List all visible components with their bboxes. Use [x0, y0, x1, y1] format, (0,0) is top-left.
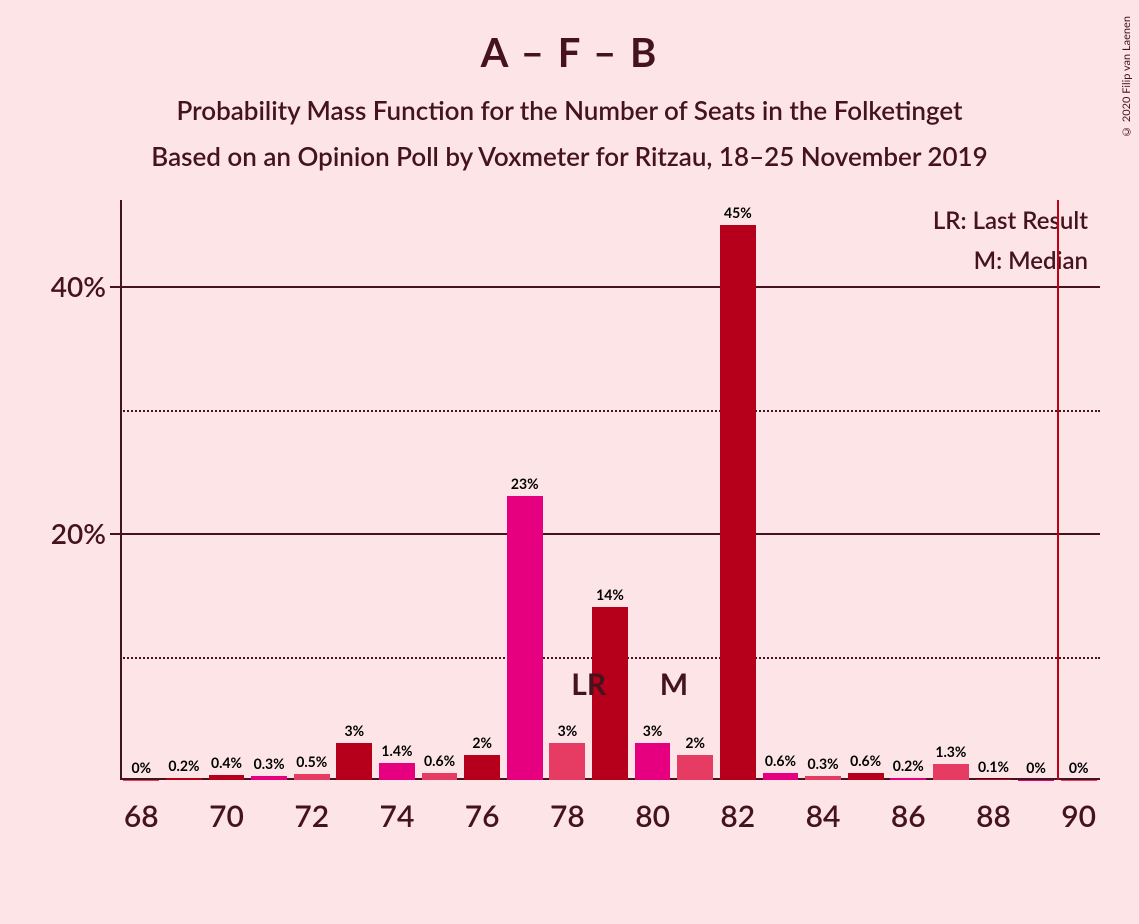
bar-value-label: 0.2% [893, 757, 924, 778]
bar: 0.6% [422, 773, 458, 780]
bar: 0.3% [805, 776, 841, 780]
x-axis-label: 88 [976, 780, 1011, 834]
x-axis-label: 72 [294, 780, 329, 834]
marker-m: M [660, 666, 688, 702]
bar-value-label: 3% [558, 722, 578, 743]
copyright-text: © 2020 Filip van Laenen [1120, 16, 1133, 138]
x-axis-label: 80 [635, 780, 670, 834]
gridline-major [120, 533, 1100, 535]
bar-value-label: 0% [1026, 759, 1046, 780]
gridline-minor [120, 410, 1100, 412]
x-axis-label: 74 [380, 780, 415, 834]
legend-lr: LR: Last Result [933, 206, 1088, 235]
x-axis-label: 90 [1061, 780, 1096, 834]
chart-subtitle-1: Probability Mass Function for the Number… [0, 76, 1139, 126]
bar-value-label: 0.6% [850, 752, 881, 773]
bar: 45% [720, 225, 756, 780]
bar-value-label: 2% [685, 734, 705, 755]
x-axis-label: 76 [465, 780, 500, 834]
bar: 0.1% [976, 779, 1012, 780]
bar: 0% [123, 780, 159, 781]
x-axis-label: 70 [209, 780, 244, 834]
x-axis-label: 68 [124, 780, 159, 834]
chart-subtitle-2: Based on an Opinion Poll by Voxmeter for… [0, 126, 1139, 172]
bar: 0.6% [763, 773, 799, 780]
bar: 3% [549, 743, 585, 780]
legend-m: M: Median [974, 246, 1088, 275]
bar: 3% [336, 743, 372, 780]
bar-value-label: 1.4% [381, 742, 412, 763]
gridline-major [120, 286, 1100, 288]
marker-lr: LR [571, 666, 606, 702]
x-axis-label: 78 [550, 780, 585, 834]
bar-value-label: 23% [511, 475, 539, 496]
bar-value-label: 1.3% [935, 743, 966, 764]
bar: 0.3% [251, 776, 287, 780]
bar-value-label: 2% [472, 734, 492, 755]
bar: 3% [635, 743, 671, 780]
bar-value-label: 14% [596, 586, 624, 607]
bar: 0% [1061, 780, 1097, 781]
x-axis-label: 84 [806, 780, 841, 834]
bar: 2% [464, 755, 500, 780]
bar: 0.2% [166, 778, 202, 780]
bar-value-label: 0.5% [296, 753, 327, 774]
bar: 0.5% [294, 774, 330, 780]
bar-value-label: 0.2% [168, 757, 199, 778]
x-axis-label: 86 [891, 780, 926, 834]
bar-value-label: 3% [345, 722, 365, 743]
majority-line [1057, 200, 1059, 780]
bar-value-label: 0.6% [424, 752, 455, 773]
bar-value-label: 0.6% [765, 752, 796, 773]
bar-value-label: 0.1% [978, 758, 1009, 779]
bar-value-label: 0.4% [211, 754, 242, 775]
bar: 0.4% [209, 775, 245, 780]
bar: 0% [1018, 780, 1054, 781]
bar: 2% [677, 755, 713, 780]
bar-value-label: 0.3% [808, 755, 839, 776]
bar: 1.4% [379, 763, 415, 780]
bar-value-label: 3% [643, 722, 663, 743]
bar: 23% [507, 496, 543, 780]
bar-value-label: 45% [724, 204, 752, 225]
chart-title: A – F – B [0, 0, 1139, 76]
bar: 0.2% [890, 778, 926, 780]
bar-value-label: 0% [1069, 759, 1089, 780]
bar-value-label: 0% [132, 759, 152, 780]
x-axis-label: 82 [720, 780, 755, 834]
bar: 1.3% [933, 764, 969, 780]
bar-value-label: 0.3% [254, 755, 285, 776]
chart-plot-area: LR: Last Result M: Median 20%40%68707274… [120, 200, 1100, 780]
bar: 0.6% [848, 773, 884, 780]
